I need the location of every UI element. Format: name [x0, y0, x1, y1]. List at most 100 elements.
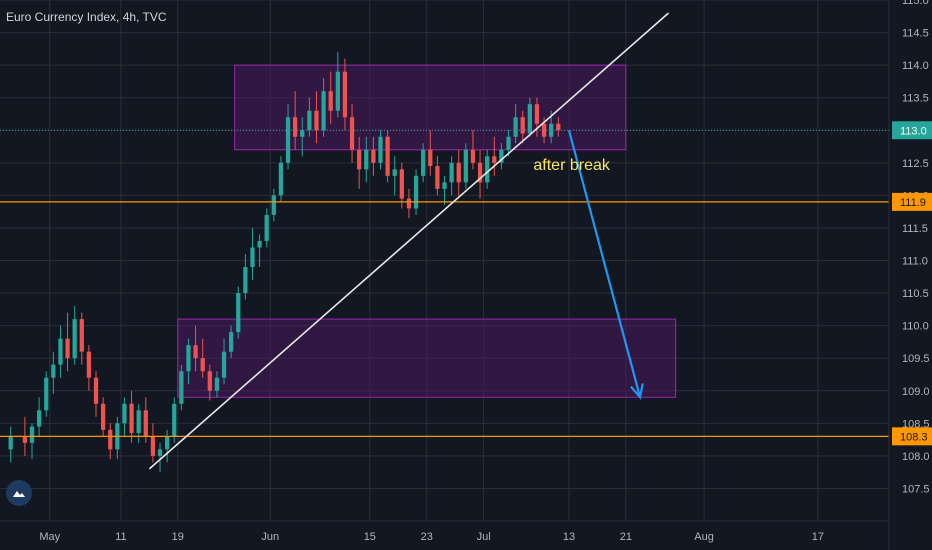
price-tick-label: 108.0 — [902, 451, 930, 463]
time-tick-label: 11 — [115, 531, 126, 543]
candle-down — [492, 156, 497, 163]
tradingview-logo[interactable] — [6, 480, 32, 506]
candle-up — [257, 240, 262, 248]
candle-down — [456, 162, 461, 183]
candle-down — [541, 123, 547, 137]
candle-up — [264, 214, 269, 241]
candle-up — [321, 91, 326, 131]
candle-up — [214, 377, 220, 391]
support-line-tag-label: 108.3 — [900, 431, 928, 443]
candle-up — [72, 319, 77, 359]
candle-down — [143, 410, 148, 437]
candle-up — [221, 351, 227, 378]
candle-up — [157, 449, 163, 456]
lower-zone — [177, 318, 677, 398]
current-price-tag — [892, 121, 932, 140]
candle-up — [51, 364, 56, 378]
candle-down — [428, 149, 433, 167]
candle-down — [328, 91, 333, 111]
candle-up — [485, 156, 490, 183]
candle-down — [193, 345, 198, 359]
candle-down — [371, 149, 376, 163]
candle-up — [122, 403, 127, 424]
candle-down — [406, 198, 412, 209]
candle-down — [435, 166, 440, 189]
time-axis[interactable]: May 11 19 Jun 15 23 Jul 13 21 Aug 17 — [39, 531, 824, 543]
candle-down — [22, 436, 28, 443]
resistance-line-tag-label: 111.9 — [900, 197, 926, 209]
candle-up — [378, 136, 383, 163]
candle-down — [477, 162, 483, 183]
candle-up — [392, 169, 397, 176]
price-tick-label: 114.0 — [902, 60, 929, 72]
projection-arrow-head — [630, 383, 644, 400]
candle-down — [207, 371, 212, 391]
price-tick-label: 113.5 — [902, 93, 929, 105]
cloud-icon — [13, 491, 25, 497]
candle-up — [463, 149, 468, 183]
time-tick-label: Jun — [261, 531, 279, 543]
candle-down — [86, 351, 92, 378]
candle-up — [421, 149, 426, 176]
candle-up — [364, 149, 369, 170]
candle-down — [534, 104, 540, 124]
candle-up — [164, 436, 170, 450]
candle-up — [449, 162, 454, 183]
chart-title: Euro Currency Index, 4h, TVC — [6, 10, 167, 24]
candle-down — [65, 338, 70, 359]
price-tick-label: 110.0 — [902, 321, 929, 333]
candle-up — [172, 403, 177, 437]
candle-up — [549, 123, 554, 137]
annotation-label: after break — [533, 157, 610, 174]
trendline — [148, 12, 670, 470]
time-tick-label: 23 — [421, 531, 433, 543]
candle-up — [271, 195, 276, 215]
candle-down — [200, 358, 205, 372]
candle-down — [129, 403, 134, 434]
price-tick-label: 111.0 — [902, 256, 928, 268]
horizontal-lines — [0, 129, 889, 437]
candle-up — [413, 175, 419, 209]
candle-down — [100, 403, 106, 430]
resistance-line-tag — [892, 192, 932, 211]
candle-down — [79, 319, 84, 352]
candle-up — [8, 436, 13, 450]
current-price-tag-label: 113.0 — [900, 125, 927, 137]
candle-up — [236, 293, 241, 333]
price-tick-label: 110.5 — [902, 288, 929, 300]
candle-up — [179, 371, 184, 404]
candle-up — [136, 410, 141, 434]
price-tick-label: 109.0 — [902, 386, 930, 398]
candle-up — [513, 117, 518, 137]
time-tick-label: Aug — [694, 531, 714, 543]
price-tick-label: 114.5 — [902, 28, 929, 40]
candle-up — [278, 162, 284, 196]
candle-down — [314, 110, 319, 131]
candle-up — [527, 104, 532, 134]
time-tick-label: 13 — [563, 531, 575, 543]
candle-down — [399, 169, 404, 199]
time-tick-label: 17 — [812, 531, 824, 543]
candle-down — [349, 117, 355, 150]
candle-down — [520, 117, 525, 134]
candle-up — [229, 332, 234, 352]
candle-up — [499, 149, 504, 163]
candle-down — [342, 71, 348, 118]
price-axis[interactable]: 115.0114.5114.0113.5113.0112.5112.0111.5… — [902, 0, 930, 495]
candle-up — [442, 182, 447, 189]
candle-down — [293, 117, 298, 137]
price-tick-label: 112.5 — [902, 158, 929, 170]
candle-down — [357, 149, 362, 170]
drawings[interactable]: after break — [148, 12, 670, 470]
candle-up — [285, 117, 291, 163]
candle-up — [58, 338, 63, 365]
candle-down — [556, 123, 561, 131]
price-tick-label: 115.0 — [902, 0, 929, 7]
candle-up — [243, 267, 248, 294]
support-line-tag — [892, 427, 932, 446]
candle-up — [307, 110, 312, 131]
price-tick-label: 109.5 — [902, 353, 930, 365]
candle-up — [29, 426, 35, 443]
candle-down — [93, 377, 99, 404]
